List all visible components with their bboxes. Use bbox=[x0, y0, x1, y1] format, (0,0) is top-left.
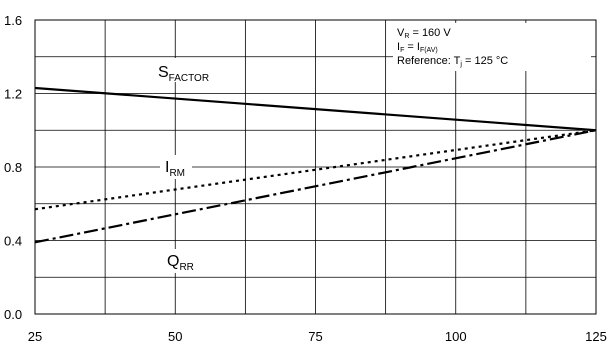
irm-label-sub: RM bbox=[169, 168, 185, 179]
series-layer bbox=[34, 86, 597, 244]
svg-text:QRR: QRR bbox=[167, 253, 194, 273]
plot-frame bbox=[34, 19, 597, 315]
annotation-if: IF = IF(AV) bbox=[397, 41, 438, 54]
x-tick-label: 25 bbox=[28, 329, 42, 344]
y-tick-label: 0.4 bbox=[4, 234, 22, 249]
svg-text:SFACTOR: SFACTOR bbox=[158, 64, 209, 84]
qrr-label-sub: RR bbox=[179, 262, 193, 273]
y-tick-label: 0.0 bbox=[4, 307, 22, 322]
annotation-vr: VR = 160 V bbox=[397, 27, 451, 40]
sfactor-label-sub: FACTOR bbox=[169, 73, 209, 84]
sfactor-label-main: S bbox=[158, 64, 169, 81]
y-tick-label: 1.2 bbox=[4, 87, 22, 102]
irm-label-main: I bbox=[165, 159, 169, 176]
x-tick-label: 50 bbox=[168, 329, 182, 344]
curve-label-qrr: QRR bbox=[163, 249, 201, 273]
x-tick-label: 125 bbox=[585, 329, 607, 344]
y-tick-label: 1.6 bbox=[4, 13, 22, 28]
curve-label-sfactor: SFACTOR bbox=[152, 58, 220, 84]
svg-text:IRM: IRM bbox=[165, 159, 185, 179]
conditions-annotation: VR = 160 V IF = IF(AV) Reference: Tj = 1… bbox=[393, 23, 591, 71]
x-tick-label: 100 bbox=[445, 329, 467, 344]
y-tick-label: 0.8 bbox=[4, 160, 22, 175]
qrr-label-main: Q bbox=[167, 253, 179, 270]
tick-labels: 25 50 75 100 125 0.0 0.4 0.8 1.2 1.6 bbox=[4, 13, 607, 344]
annotation-reference: Reference: Tj = 125 °C bbox=[397, 55, 508, 68]
series-line-qrr bbox=[34, 129, 597, 244]
curve-label-irm: IRM bbox=[160, 155, 192, 179]
x-tick-label: 75 bbox=[308, 329, 322, 344]
series-line-sfactor bbox=[34, 86, 597, 132]
